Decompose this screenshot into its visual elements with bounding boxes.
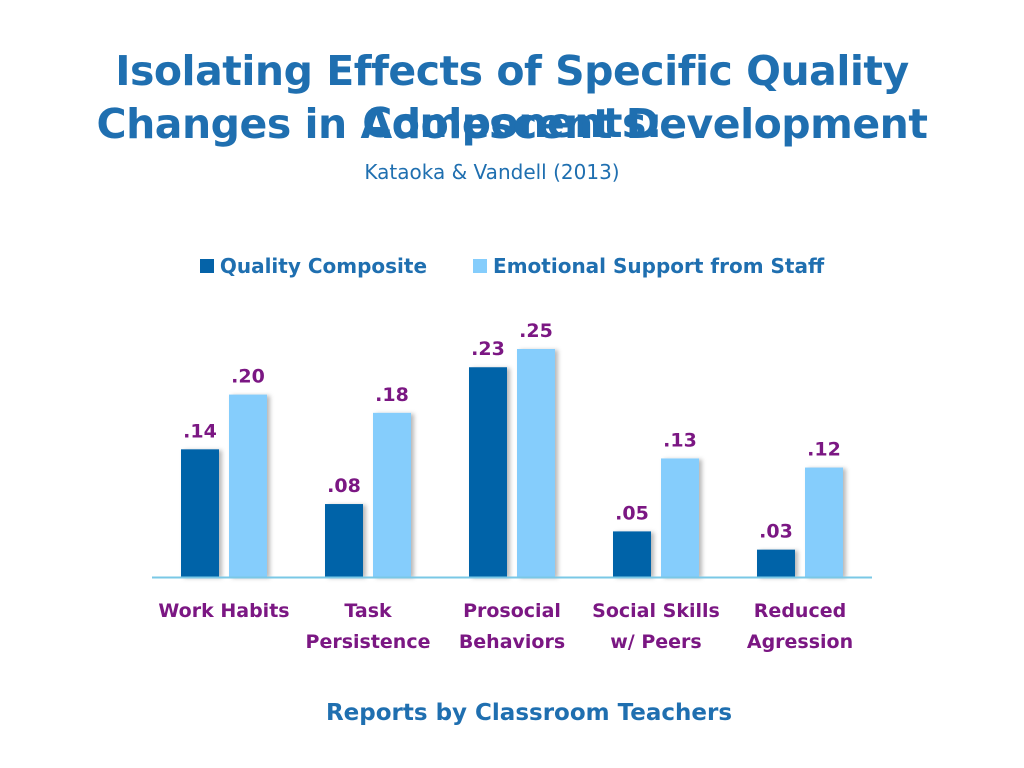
- category-label-line: Persistence: [306, 631, 431, 653]
- category-label-line: Prosocial: [463, 600, 561, 622]
- data-label-series-2-category-4: .13: [663, 429, 697, 451]
- chart-footer: Reports by Classroom Teachers: [325, 700, 733, 726]
- bar-series-2-category-5: [805, 467, 843, 577]
- bar-series-1-category-4: [613, 531, 651, 577]
- data-label-series-2-category-5: .12: [807, 439, 841, 461]
- category-label-line: Agression: [747, 631, 853, 653]
- bar-series-2-category-2: [373, 412, 411, 577]
- category-label-1: Work Habits: [158, 600, 289, 622]
- title-line-2: Changes in Adolescent Development: [96, 100, 928, 148]
- bar-series-1-category-2: [325, 504, 363, 577]
- legend-item-emotional-support: Emotional Support from Staff: [473, 254, 824, 278]
- category-label-line: Behaviors: [459, 631, 565, 653]
- legend-label-series-1: Quality Composite: [219, 254, 428, 278]
- bar-series-2-category-3: [517, 349, 555, 577]
- title-line-1: Isolating Effects of Specific Quality Co…: [115, 47, 909, 147]
- data-label-series-2-category-3: .25: [519, 320, 553, 342]
- category-label-line: Task: [344, 600, 392, 622]
- chart-legend: Quality Composite Emotional Support from…: [0, 254, 1024, 278]
- bar-series-1-category-1: [181, 449, 219, 577]
- legend-label-series-2: Emotional Support from Staff: [493, 254, 825, 278]
- data-label-series-1-category-1: .14: [183, 420, 217, 442]
- category-label-5: Reduced Agression: [747, 600, 853, 653]
- bar-series-1-category-5: [757, 549, 795, 577]
- data-label-series-1-category-4: .05: [615, 502, 649, 524]
- bar-series-1-category-3: [469, 367, 507, 577]
- citation: Kataoka & Vandell (2013): [364, 160, 620, 184]
- legend-item-quality-composite: Quality Composite: [199, 254, 428, 278]
- category-label-line: Reduced: [754, 600, 846, 622]
- data-label-series-2-category-1: .20: [231, 366, 265, 388]
- category-label-line: Social Skills: [592, 600, 720, 622]
- data-label-series-1-category-5: .03: [759, 521, 793, 543]
- legend-swatch-series-2: [473, 259, 488, 273]
- legend-swatch-series-1: [199, 259, 214, 273]
- data-label-series-1-category-3: .23: [471, 338, 505, 360]
- data-label-series-1-category-2: .08: [327, 475, 361, 497]
- category-label-line: Work Habits: [158, 600, 289, 622]
- bar-series-2-category-1: [229, 394, 267, 577]
- bar-series-2-category-4: [661, 458, 699, 577]
- category-label-line: w/ Peers: [610, 631, 701, 653]
- category-label-4: Social Skills w/ Peers: [592, 600, 720, 653]
- category-label-3: Prosocial Behaviors: [459, 600, 565, 653]
- data-label-series-2-category-2: .18: [375, 384, 409, 406]
- category-label-2: Task Persistence: [306, 600, 431, 653]
